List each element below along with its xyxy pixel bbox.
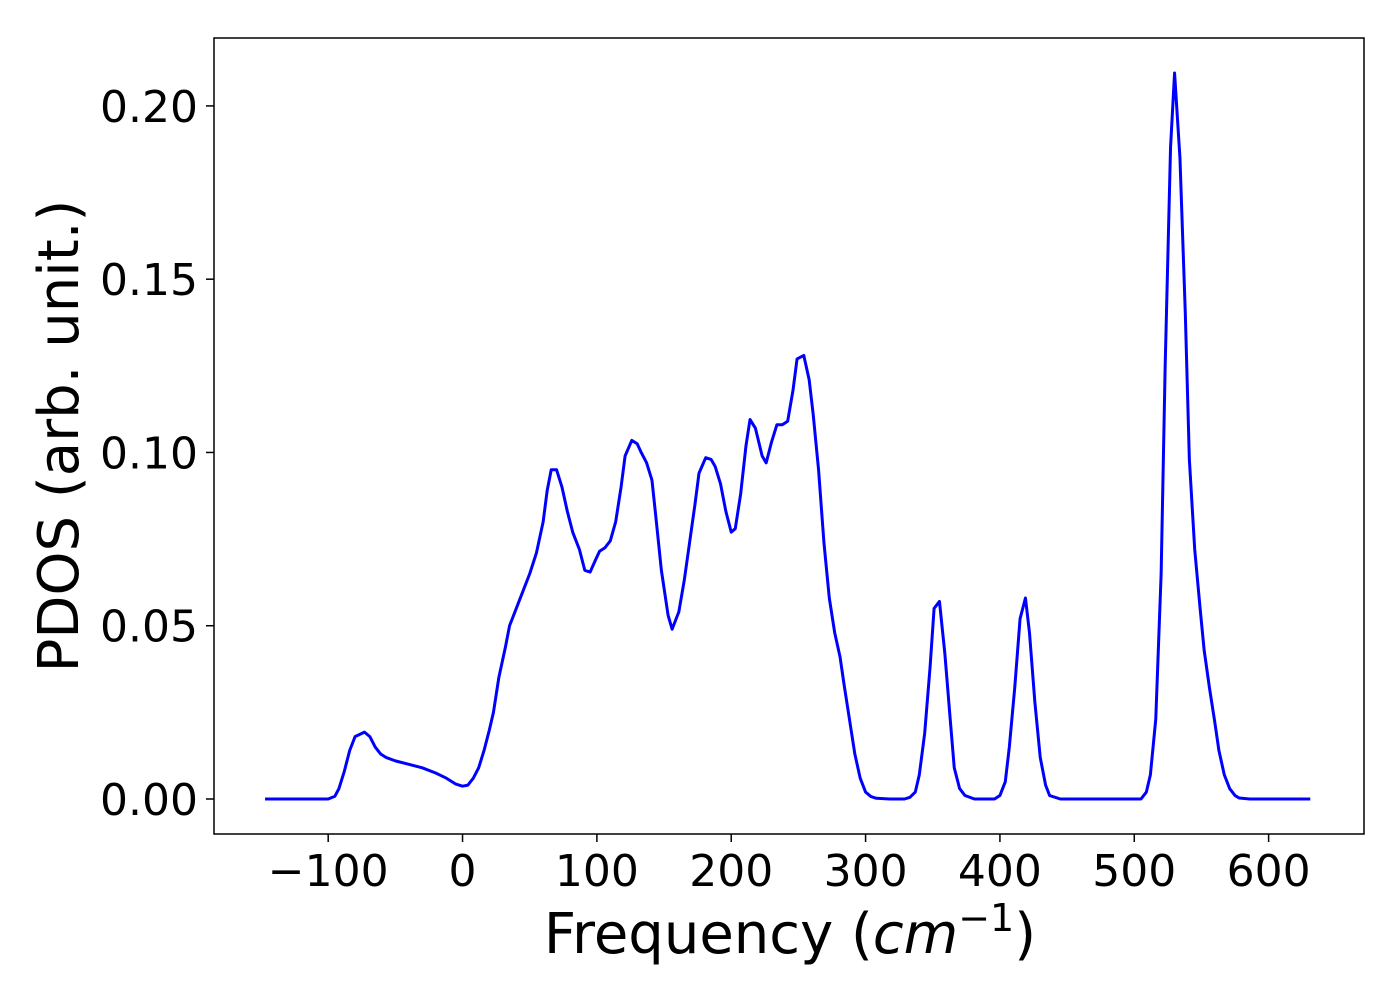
y-tick-label: 0.10 [100,428,198,479]
y-tick-label: 0.15 [100,255,198,306]
x-label-exponent: −1 [958,896,1014,940]
plot-frame [213,37,1365,835]
x-tick-label: 300 [824,846,908,897]
x-label-unit: cm [873,902,958,967]
x-tick-label: −100 [268,846,389,897]
x-tick-label: 0 [449,846,477,897]
x-axis-label: Frequency (cm−1) [544,896,1036,967]
y-axis-label: PDOS (arb. unit.) [27,200,92,673]
y-tick-label: 0.20 [100,82,198,133]
x-tick-label: 500 [1092,846,1176,897]
x-tick-label: 400 [958,846,1042,897]
data-line [265,71,1311,801]
y-tick-label: 0.05 [100,602,198,653]
x-label-text: Frequency ( [544,902,873,967]
y-tick-label: 0.00 [100,775,198,826]
x-tick-label: 100 [555,846,639,897]
x-tick-label: 600 [1227,846,1311,897]
x-label-close: ) [1014,902,1036,967]
x-tick-label: 200 [689,846,773,897]
